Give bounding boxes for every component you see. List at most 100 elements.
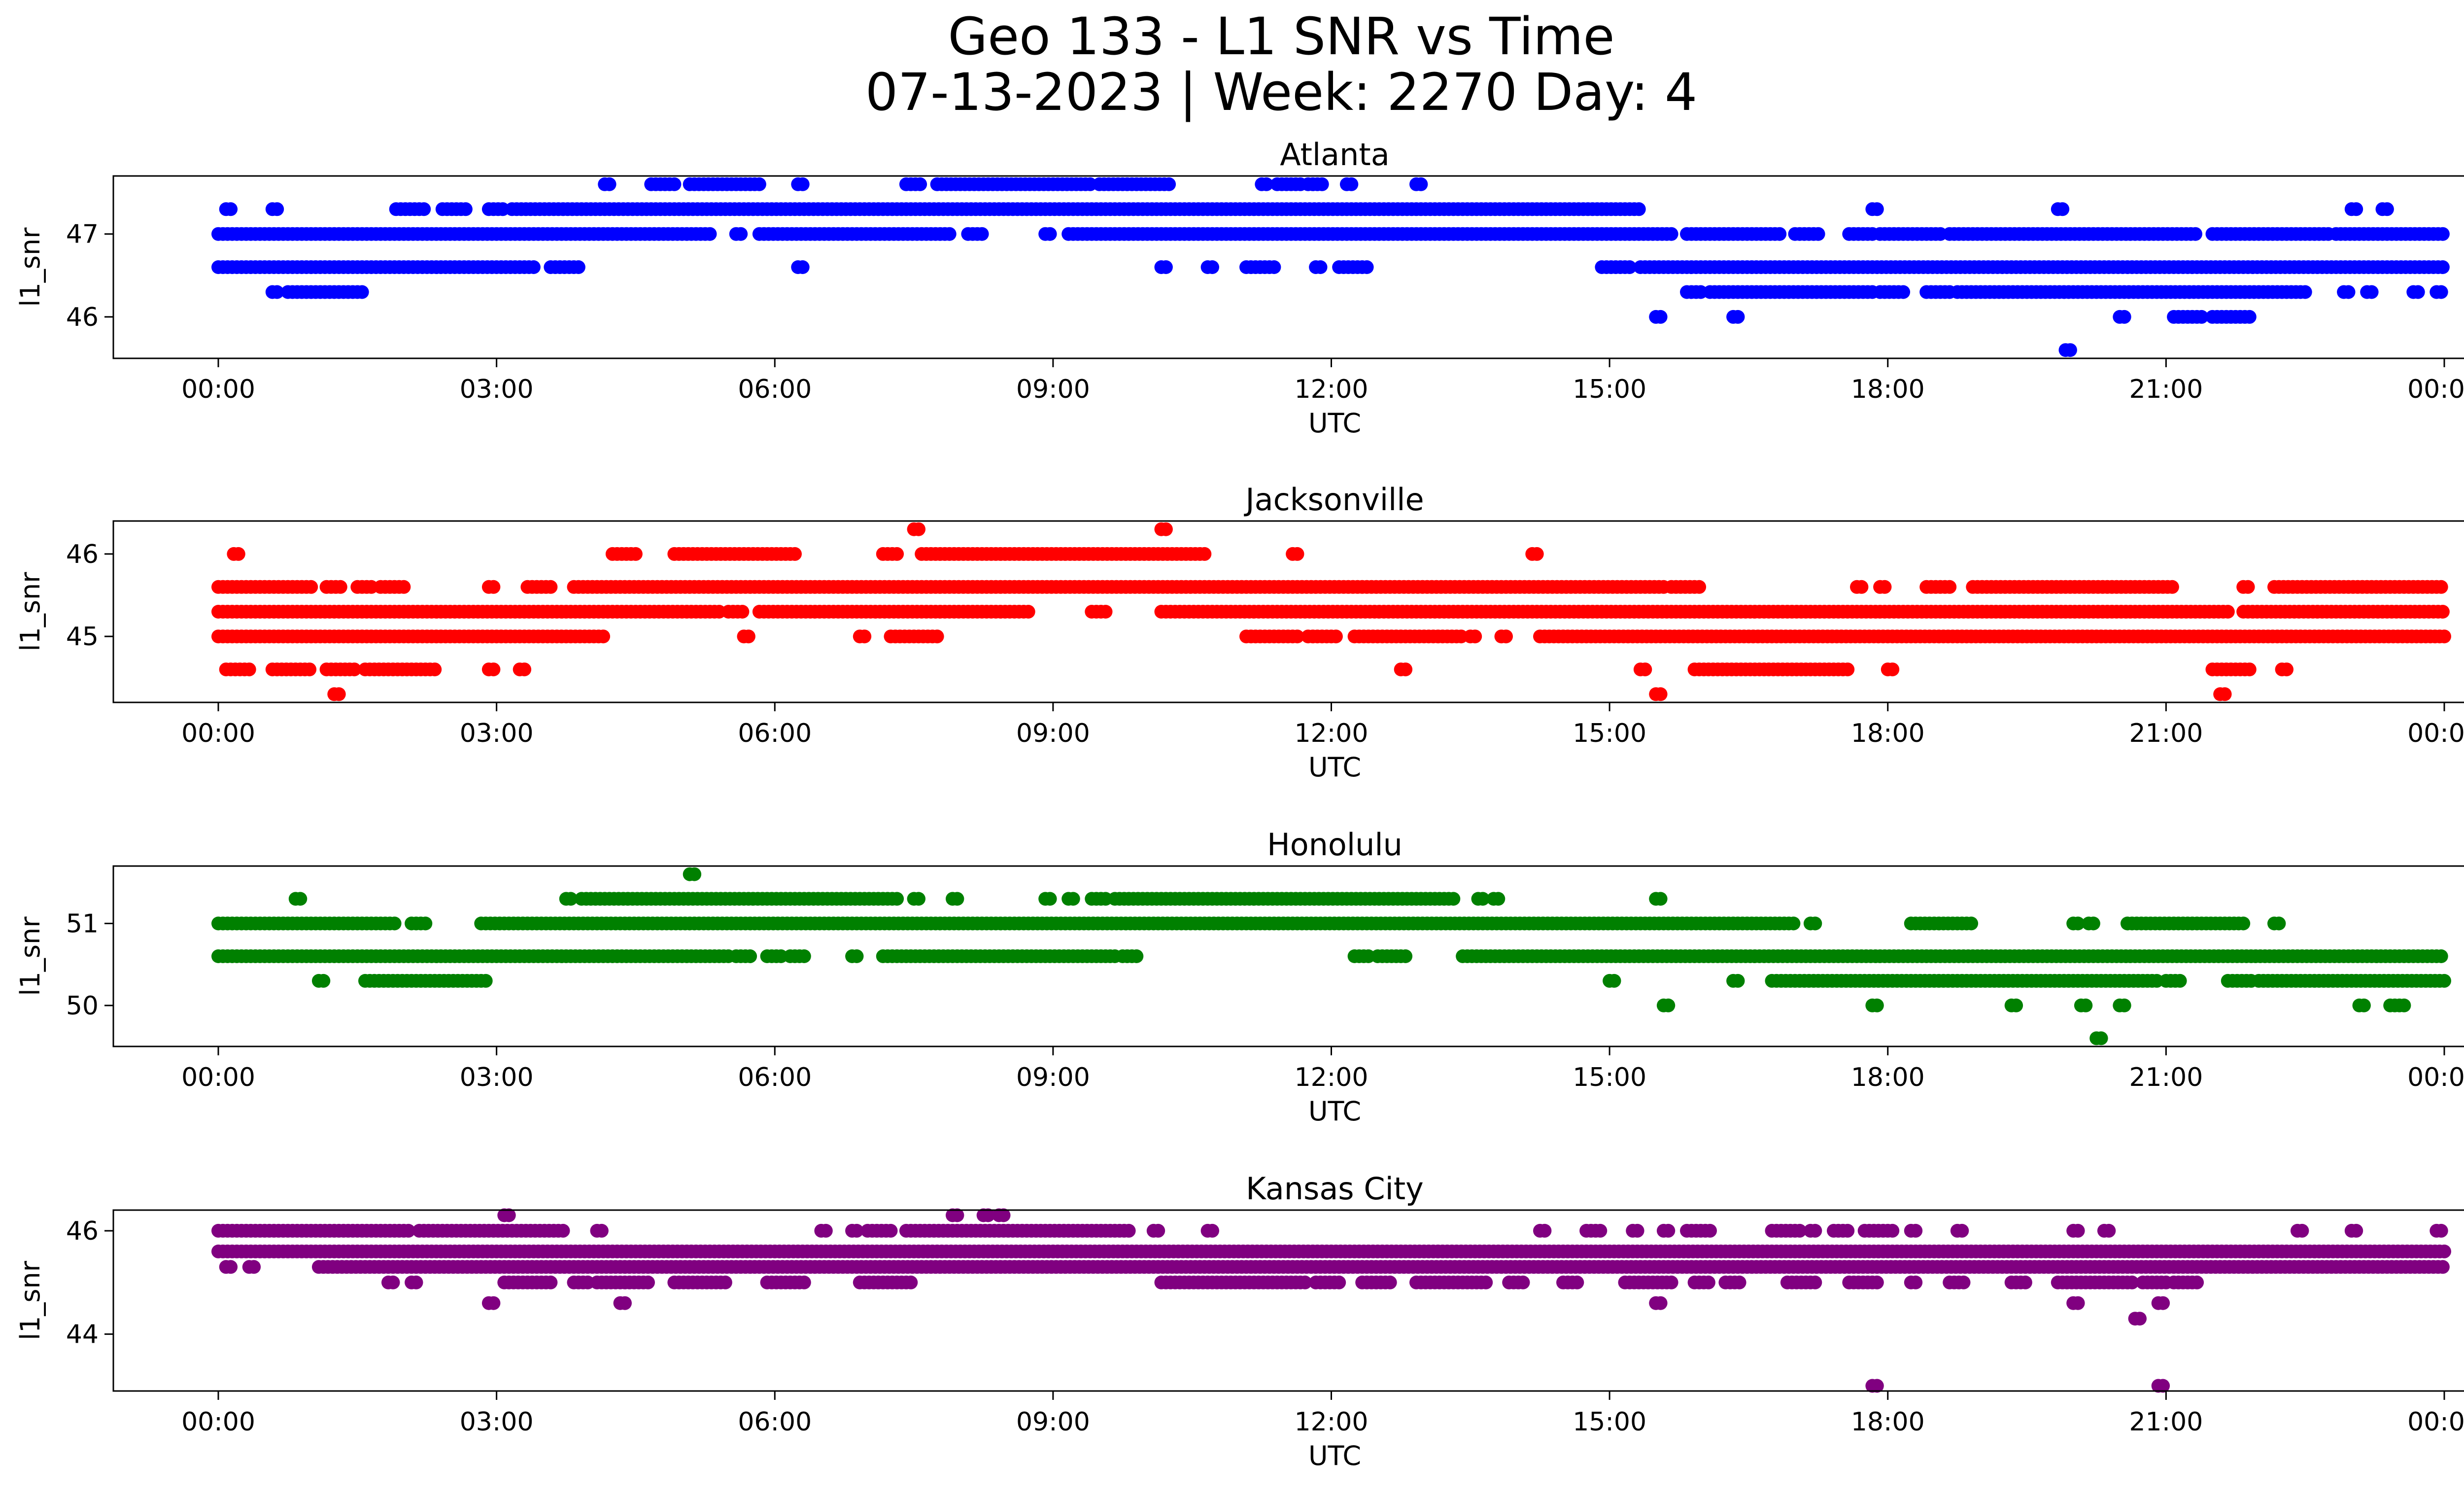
data-point — [1122, 1223, 1136, 1238]
panel-title: Atlanta — [1280, 137, 1389, 173]
x-tick-label: 15:00 — [1573, 719, 1646, 748]
x-tick-label: 21:00 — [2129, 375, 2203, 404]
figure-title: Geo 133 - L1 SNR vs Time — [948, 6, 1614, 67]
y-tick-label: 46 — [66, 540, 99, 569]
data-point — [1731, 310, 1745, 324]
x-tick-label: 18:00 — [1851, 719, 1925, 748]
data-point — [544, 580, 558, 594]
data-point — [942, 227, 957, 241]
data-point — [517, 662, 532, 677]
data-point — [1344, 177, 1359, 191]
x-tick-label: 06:00 — [738, 1063, 812, 1092]
x-tick-label: 21:00 — [2129, 719, 2203, 748]
data-point — [1661, 998, 1676, 1012]
data-point — [1664, 227, 1678, 241]
data-point — [1129, 949, 1144, 963]
x-tick-label: 18:00 — [1851, 1063, 1925, 1092]
data-point — [1399, 662, 1413, 677]
data-point — [1043, 892, 1057, 906]
x-tick-label: 00:00 — [181, 1063, 255, 1092]
y-tick-label: 45 — [66, 622, 99, 652]
data-point — [304, 580, 318, 594]
data-point — [571, 260, 585, 274]
data-point — [1811, 227, 1825, 241]
axes-frame — [112, 175, 2464, 359]
y-axis-label: l1_snr — [15, 227, 46, 307]
x-tick-label: 12:00 — [1295, 375, 1369, 404]
data-point — [1151, 1223, 1165, 1238]
data-point — [1955, 1223, 1969, 1238]
data-point — [2434, 949, 2448, 963]
data-point — [347, 662, 361, 677]
data-point — [247, 1260, 261, 1274]
data-point — [1066, 892, 1080, 906]
data-point — [417, 202, 431, 216]
data-point — [270, 202, 284, 216]
figure-subtitle: 07-13-2023 | Week: 2270 Day: 4 — [865, 62, 1697, 122]
data-point — [2236, 916, 2251, 931]
data-point — [2437, 973, 2451, 988]
data-point — [486, 580, 501, 594]
data-point — [2437, 1244, 2451, 1258]
data-point — [1896, 285, 1911, 299]
x-tick-label: 15:00 — [1573, 375, 1646, 404]
data-point — [2173, 973, 2187, 988]
panel-title: Honolulu — [1267, 827, 1403, 863]
x-tick-label: 00:00 — [2407, 719, 2464, 748]
data-point — [1538, 1223, 1552, 1238]
data-point — [884, 1223, 898, 1238]
x-tick-label: 00:00 — [181, 719, 255, 748]
data-point — [734, 227, 748, 241]
data-point — [2280, 662, 2293, 677]
data-point — [913, 177, 927, 191]
data-point — [231, 547, 245, 561]
panel-title: Jacksonville — [1243, 482, 1424, 518]
y-tick-label: 51 — [66, 909, 99, 939]
data-point — [2380, 202, 2394, 216]
data-point — [1692, 580, 1707, 594]
y-tick-label: 47 — [66, 220, 99, 249]
data-point — [1638, 662, 1652, 677]
data-point — [1360, 260, 1374, 274]
x-tick-label: 06:00 — [738, 375, 812, 404]
data-point — [526, 260, 541, 274]
data-point — [316, 973, 331, 988]
x-tick-label: 03:00 — [460, 719, 534, 748]
data-point — [1808, 916, 1822, 931]
data-point — [890, 892, 904, 906]
data-point — [2349, 202, 2363, 216]
data-point — [1630, 1223, 1644, 1238]
data-point — [1446, 892, 1461, 906]
data-point — [1964, 916, 1979, 931]
data-point — [1290, 629, 1304, 644]
data-point — [2218, 687, 2232, 701]
data-point — [912, 522, 925, 536]
x-tick-label: 09:00 — [1016, 719, 1090, 748]
data-point — [2117, 998, 2131, 1012]
data-point — [752, 177, 766, 191]
data-point — [1593, 1223, 1608, 1238]
data-point — [1773, 227, 1787, 241]
data-point — [355, 285, 369, 299]
data-point — [602, 177, 616, 191]
data-point — [1622, 260, 1637, 274]
data-point — [1021, 605, 1035, 619]
data-point — [2242, 310, 2257, 324]
data-point — [2435, 260, 2450, 274]
data-point — [270, 285, 284, 299]
data-point — [2397, 998, 2411, 1012]
data-point — [458, 202, 473, 216]
data-point — [703, 227, 717, 241]
scatter-series — [211, 522, 2451, 701]
data-point — [857, 629, 872, 644]
data-point — [428, 662, 442, 677]
data-point — [2434, 285, 2448, 299]
x-tick-label: 00:00 — [2407, 375, 2464, 404]
data-point — [2437, 629, 2451, 644]
y-axis-label: l1_snr — [15, 916, 46, 996]
x-tick-label: 12:00 — [1295, 719, 1369, 748]
data-point — [788, 547, 802, 561]
data-point — [2102, 1223, 2116, 1238]
data-point — [2071, 1223, 2085, 1238]
